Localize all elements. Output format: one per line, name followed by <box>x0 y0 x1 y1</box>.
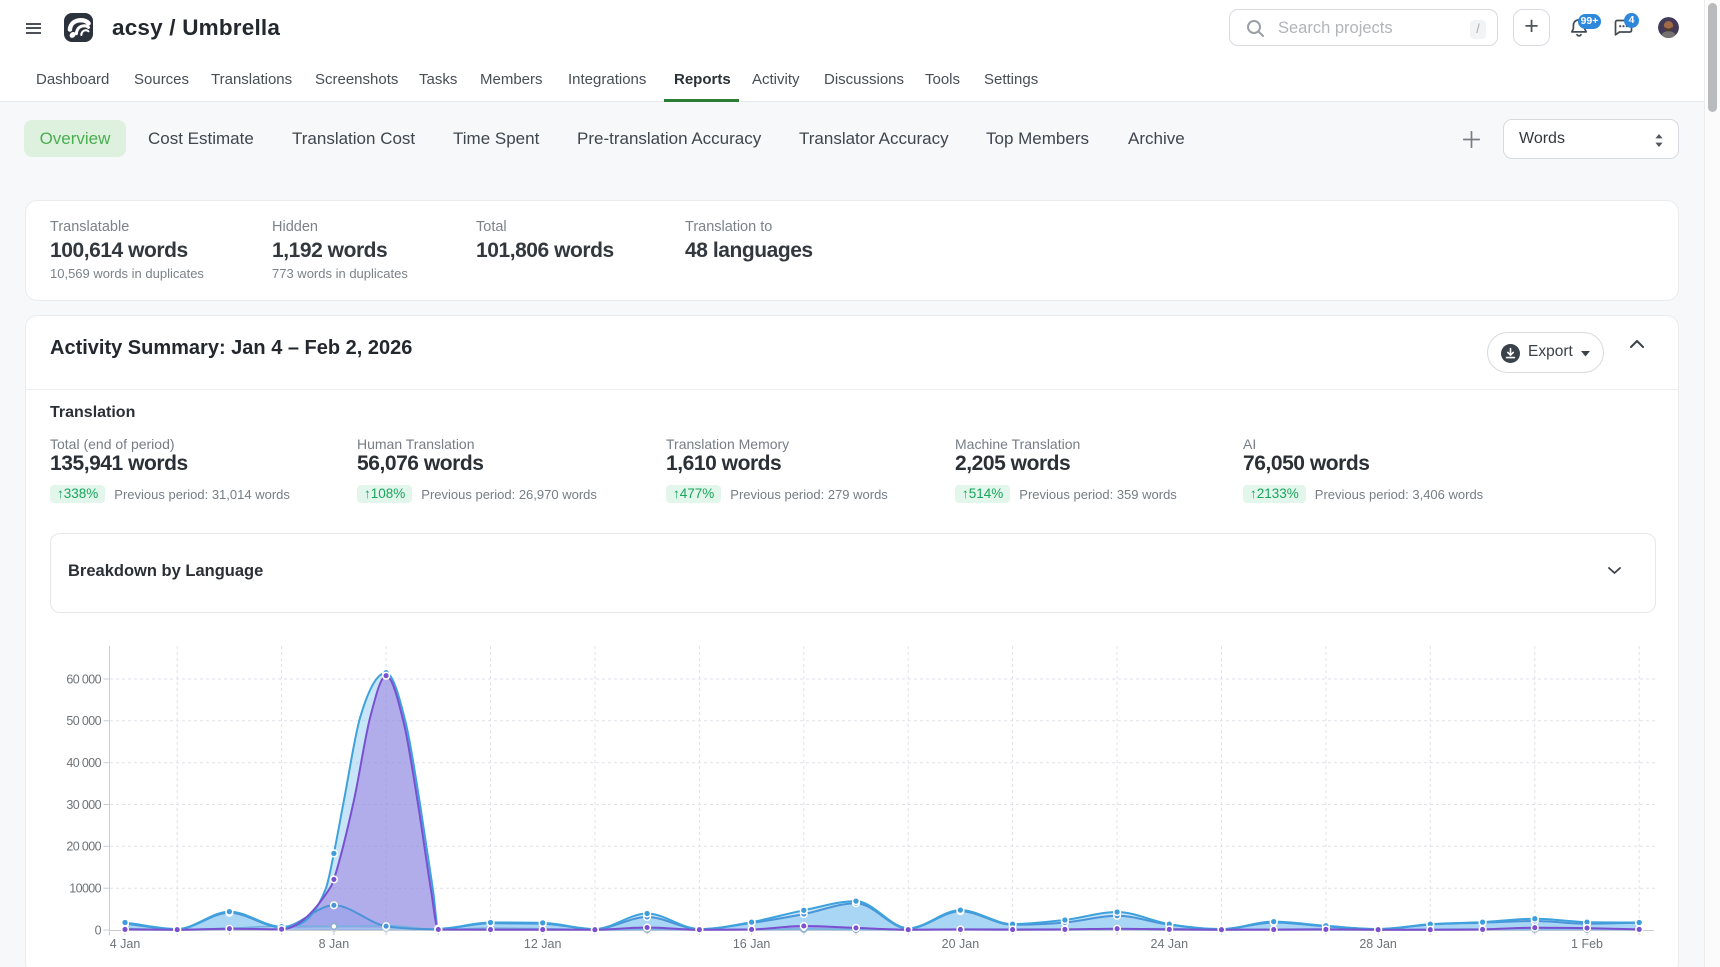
svg-text:12 Jan: 12 Jan <box>524 937 562 951</box>
svg-text:10000: 10000 <box>69 882 101 896</box>
svg-text:4 Jan: 4 Jan <box>110 937 141 951</box>
svg-text:20 000: 20 000 <box>66 840 101 854</box>
svg-text:30 000: 30 000 <box>66 798 101 812</box>
svg-text:0: 0 <box>95 923 102 937</box>
svg-text:60 000: 60 000 <box>66 672 101 686</box>
svg-text:1 Feb: 1 Feb <box>1571 937 1603 951</box>
svg-text:8 Jan: 8 Jan <box>319 937 350 951</box>
svg-text:40 000: 40 000 <box>66 756 101 770</box>
svg-text:50 000: 50 000 <box>66 714 101 728</box>
svg-text:20 Jan: 20 Jan <box>942 937 980 951</box>
svg-text:16 Jan: 16 Jan <box>733 937 771 951</box>
svg-text:24 Jan: 24 Jan <box>1151 937 1189 951</box>
svg-text:28 Jan: 28 Jan <box>1359 937 1397 951</box>
